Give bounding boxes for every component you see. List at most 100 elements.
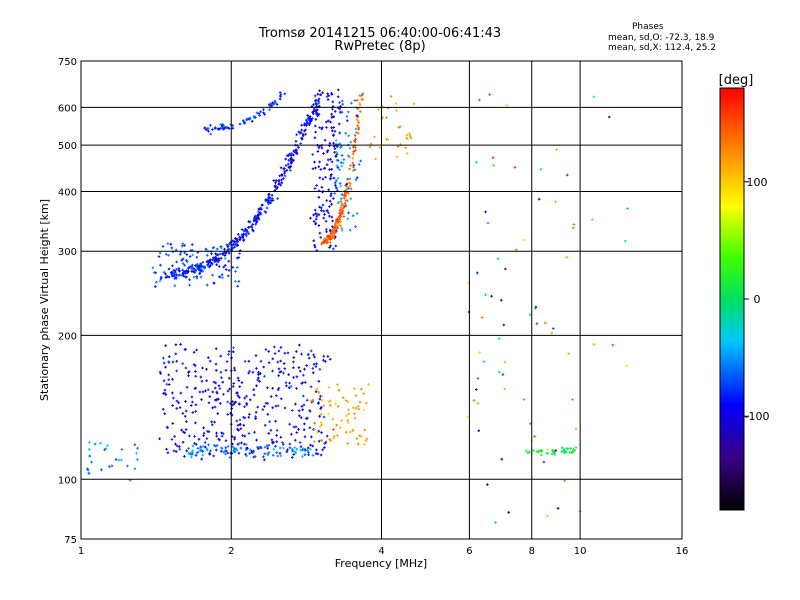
echo-point [211, 128, 214, 131]
echo-point [274, 101, 277, 104]
echo-point [235, 266, 239, 269]
echo-point [225, 126, 228, 129]
echo-point [324, 440, 328, 444]
echo-point [335, 229, 338, 233]
echo-point [266, 447, 269, 450]
echo-point [560, 446, 564, 450]
echo-point [314, 118, 318, 121]
echo-point [312, 112, 315, 115]
echo-point [331, 219, 334, 223]
echo-point [344, 399, 348, 402]
echo-point [546, 448, 549, 451]
echo-point [275, 440, 279, 443]
echo-point [279, 435, 283, 439]
echo-point [354, 140, 357, 143]
echo-point [550, 331, 554, 335]
echo-point [353, 99, 357, 102]
echo-point [183, 415, 187, 418]
echo-point [500, 298, 503, 302]
cluster-f-trace-far [368, 95, 416, 161]
echo-point [325, 199, 328, 202]
echo-point [301, 408, 304, 411]
echo-point [201, 390, 205, 394]
echo-point [300, 128, 303, 132]
echo-point [208, 258, 212, 262]
echo-point [313, 244, 316, 247]
echo-point [326, 158, 330, 162]
echo-point [356, 131, 360, 135]
echo-point [332, 428, 335, 431]
echo-point [227, 251, 231, 255]
echo-point [163, 412, 166, 415]
echo-point [253, 455, 257, 458]
echo-point [568, 451, 572, 454]
echo-point [349, 187, 353, 191]
echo-point [335, 164, 339, 167]
echo-point [478, 351, 481, 354]
echo-point [158, 437, 161, 441]
echo-point [183, 275, 187, 279]
echo-point [317, 224, 321, 227]
echo-point [333, 130, 337, 133]
echo-point [354, 394, 358, 397]
echo-point [191, 243, 194, 246]
echo-point [315, 215, 319, 218]
echo-point [215, 253, 219, 256]
echo-point [320, 423, 323, 426]
echo-point [215, 247, 219, 251]
echo-point [183, 251, 186, 254]
echo-point [334, 155, 338, 158]
echo-point [292, 425, 296, 429]
echo-point [221, 276, 224, 279]
echo-point [405, 136, 408, 140]
echo-point [344, 199, 348, 202]
echo-point [215, 263, 218, 266]
echo-point [164, 252, 168, 256]
echo-point [311, 153, 314, 156]
echo-point [324, 176, 327, 179]
echo-point [254, 354, 258, 357]
echo-point [257, 376, 260, 380]
echo-point [169, 242, 173, 246]
echo-point [233, 243, 237, 247]
echo-point [482, 360, 486, 363]
echo-point [513, 166, 517, 169]
echo-point [133, 443, 137, 446]
echo-point [207, 129, 210, 133]
echo-point [238, 385, 241, 388]
echo-point [291, 409, 294, 412]
echo-point [322, 209, 326, 213]
echo-point [533, 307, 537, 310]
echo-point [237, 233, 240, 236]
echo-point [279, 166, 283, 170]
echo-point [293, 446, 296, 449]
echo-point [263, 445, 267, 449]
echo-point [277, 182, 280, 186]
echo-point [227, 350, 231, 353]
echo-point [191, 400, 194, 404]
echo-point [330, 160, 334, 164]
echo-point [565, 255, 569, 259]
echo-point [231, 266, 235, 269]
echo-point [556, 507, 560, 510]
data-points [86, 88, 629, 524]
echo-point [315, 102, 319, 106]
echo-point [167, 361, 171, 364]
echo-point [504, 267, 507, 271]
echo-point [408, 132, 411, 135]
echo-point [245, 443, 248, 446]
echo-point [356, 176, 359, 179]
echo-point [172, 396, 175, 400]
echo-point [365, 401, 368, 405]
echo-point [297, 130, 301, 134]
echo-point [318, 126, 321, 129]
echo-point [280, 178, 283, 182]
echo-point [572, 223, 576, 226]
echo-point [308, 123, 311, 126]
echo-point [175, 360, 178, 363]
echo-point [335, 217, 339, 221]
echo-point [314, 166, 317, 170]
echo-point [348, 167, 351, 171]
echo-point [275, 394, 278, 397]
echo-point [291, 448, 294, 451]
